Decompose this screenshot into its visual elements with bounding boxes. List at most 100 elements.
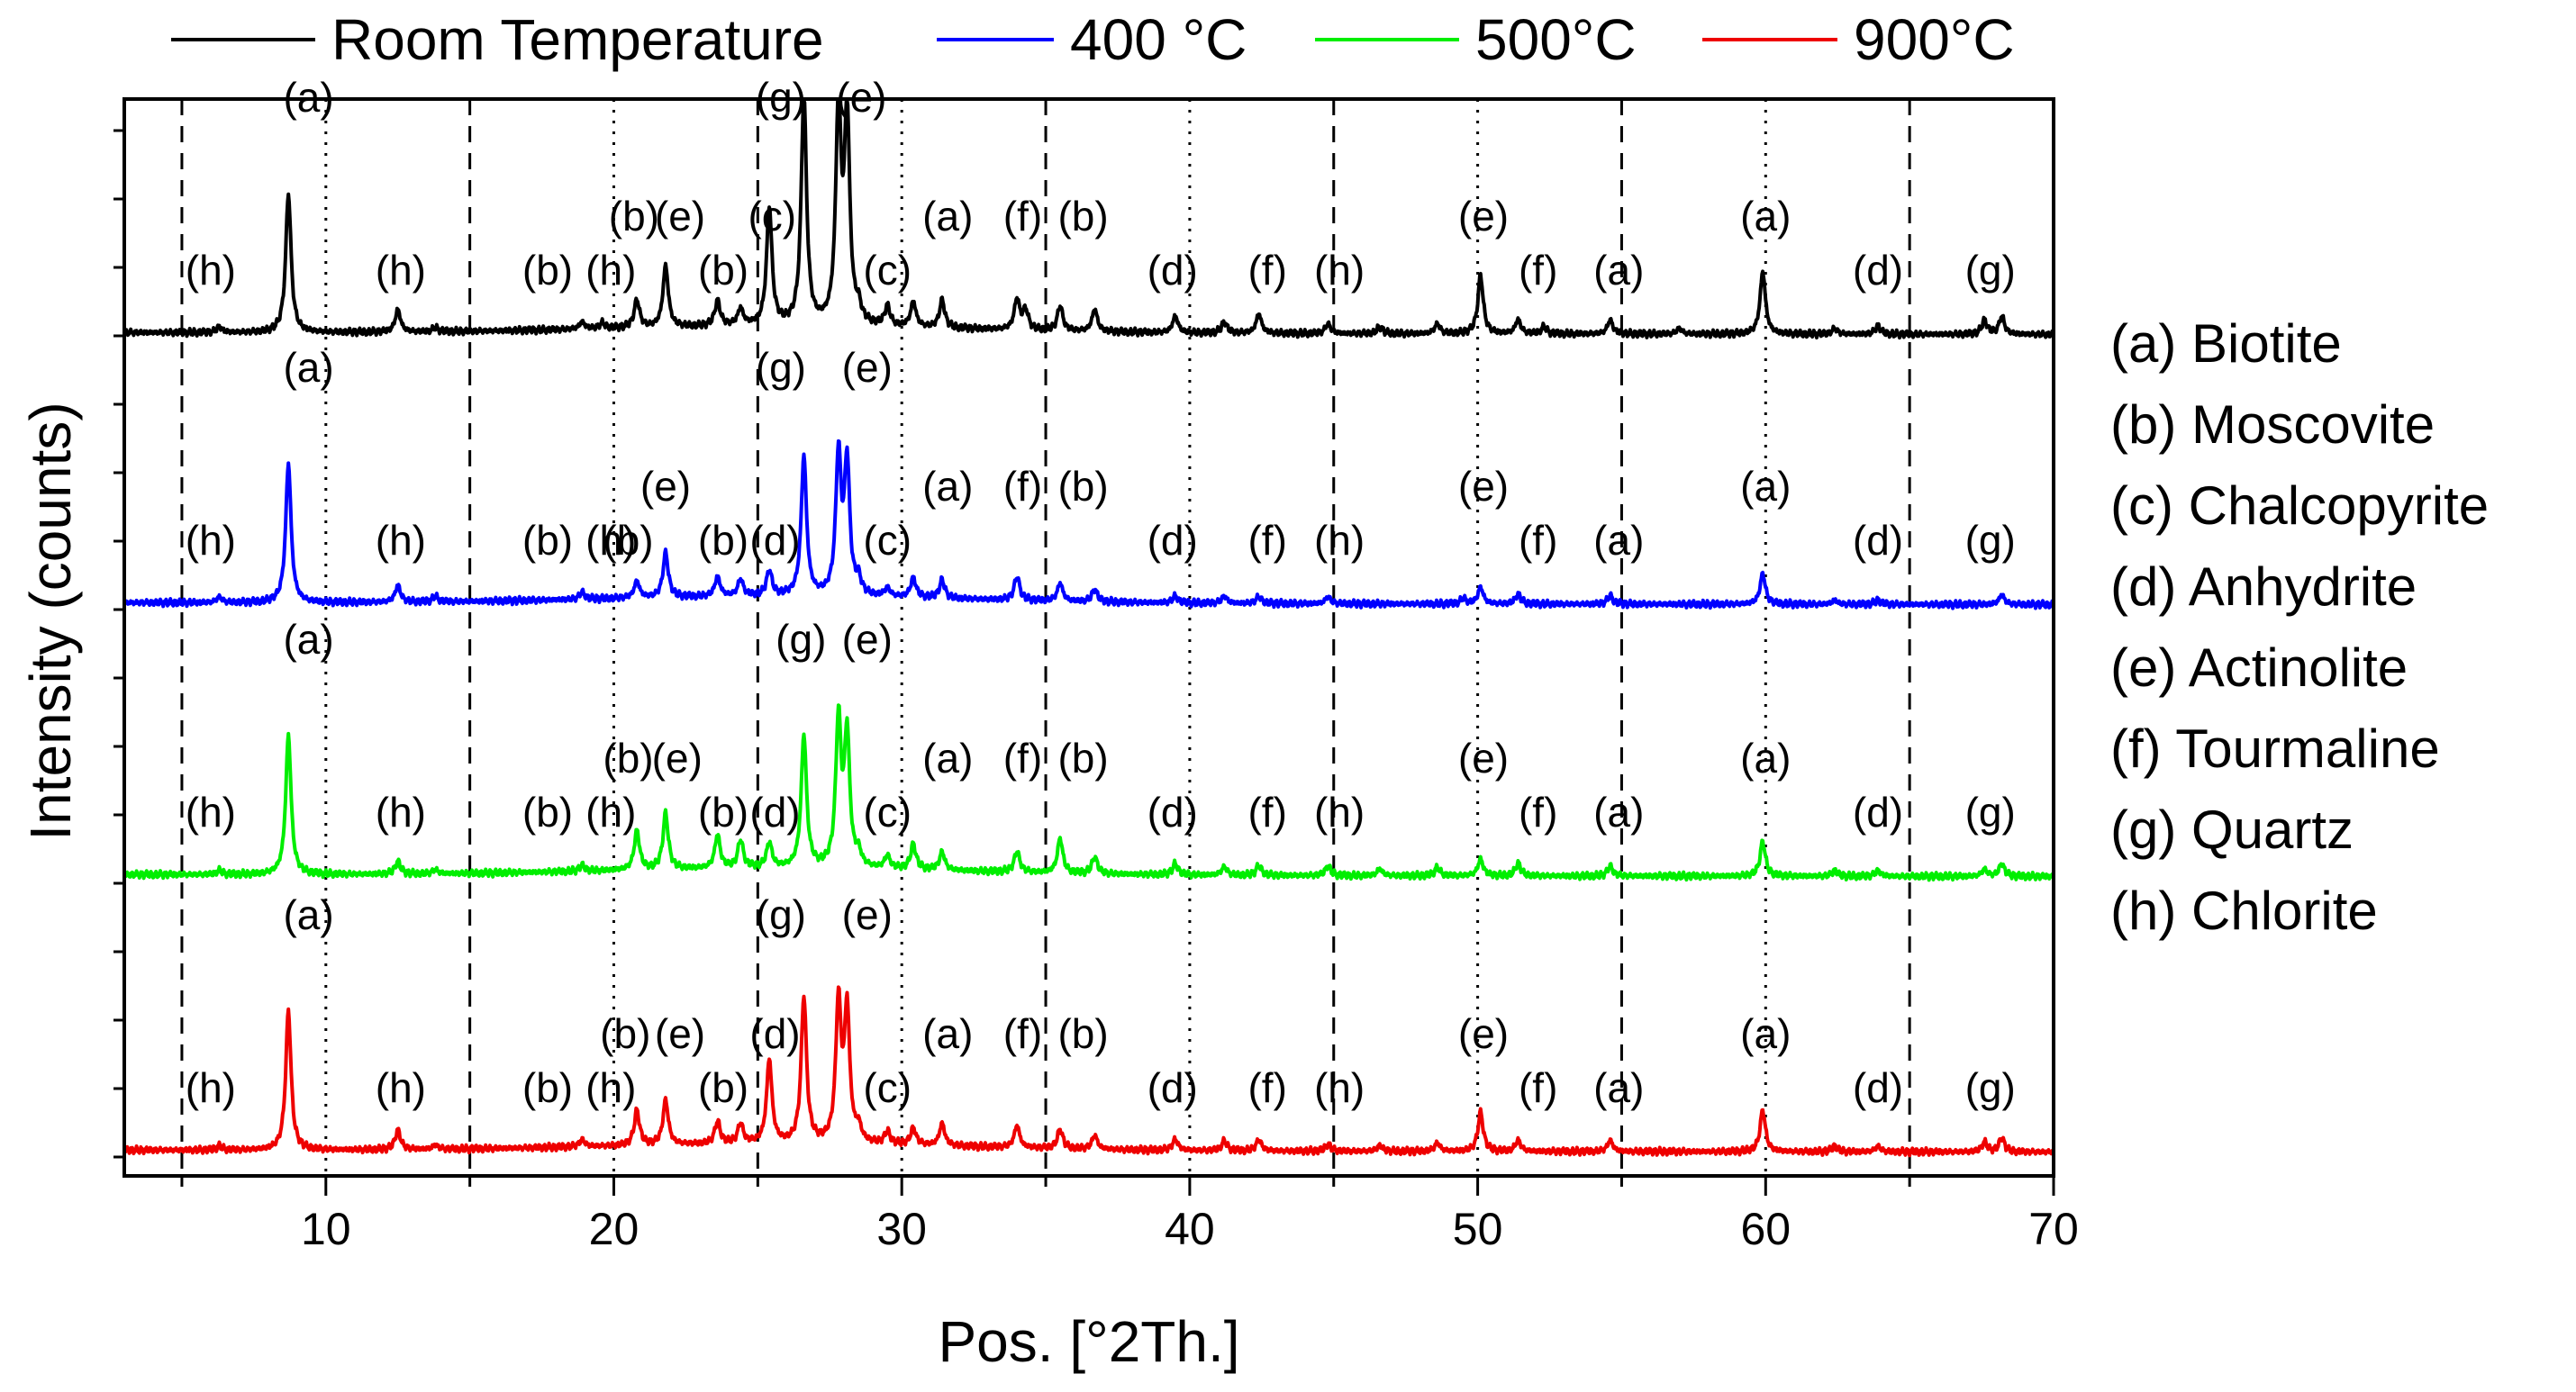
peak-label: (b)	[1057, 193, 1108, 240]
peak-label: (h)	[585, 247, 636, 294]
peak-label: (d)	[1147, 517, 1198, 564]
peak-label: (h)	[585, 1064, 636, 1111]
peak-label: (h)	[376, 517, 426, 564]
peak-label: (f)	[1247, 789, 1286, 836]
phase-key-item: (a) Biotite	[2110, 313, 2342, 374]
peak-label: (c)	[863, 789, 912, 836]
peak-label: (a)	[1740, 735, 1791, 782]
phase-key-item: (b) Moscovite	[2110, 394, 2435, 455]
peak-label: (f)	[1247, 517, 1286, 564]
phase-key-item: (h) Chlorite	[2110, 881, 2378, 941]
peak-label: (h)	[186, 517, 236, 564]
peak-label: (d)	[1853, 789, 1903, 836]
phase-key: (a) Biotite (b) Moscovite (c) Chalcopyrite…	[2110, 313, 2489, 941]
peak-label: (f)	[1247, 247, 1286, 294]
series-line-3	[122, 99, 2055, 340]
peak-label: (h)	[1314, 247, 1365, 294]
peak-label: (b)	[1057, 1010, 1108, 1057]
peak-label: (a)	[1593, 1064, 1644, 1111]
peak-label: (d)	[1853, 247, 1903, 294]
peak-label: (c)	[863, 247, 912, 294]
peak-label: (a)	[283, 891, 333, 938]
peak-label: (c)	[863, 517, 912, 564]
peak-label: (b)	[522, 517, 573, 564]
series-line-0	[122, 985, 2055, 1158]
phase-key-item: (e) Actinolite	[2110, 637, 2408, 698]
peak-label: (h)	[1314, 1064, 1365, 1111]
phase-key-item: (g) Quartz	[2110, 800, 2354, 860]
peak-label: (a)	[1740, 193, 1791, 240]
peak-label: (h)	[376, 789, 426, 836]
x-tick-label: 10	[301, 1204, 351, 1254]
peak-label: (b)	[698, 247, 748, 294]
peak-label: (e)	[1458, 463, 1509, 510]
legend-label: 400 °C	[1070, 7, 1247, 72]
peak-label: (e)	[1458, 1010, 1509, 1057]
legend-label: Room Temperature	[331, 7, 824, 72]
reference-lines	[180, 99, 1911, 1176]
peak-label: (b)	[609, 193, 659, 240]
x-tick-label: 70	[2028, 1204, 2079, 1254]
peak-label: (d)	[1147, 247, 1198, 294]
peak-label: (h)	[1314, 517, 1365, 564]
peak-label: (e)	[842, 616, 893, 663]
legend: Room Temperature 400 °C 500°C 900°C	[171, 7, 2015, 72]
peak-label: (h)	[186, 1064, 236, 1111]
peak-label: (e)	[655, 193, 705, 240]
peak-label: (b)	[522, 789, 573, 836]
peak-label: (f)	[1519, 517, 1557, 564]
peak-label: (g)	[1965, 789, 2016, 836]
peak-label: (f)	[1247, 1064, 1286, 1111]
peak-label: (h)	[186, 247, 236, 294]
peak-label: (d)	[749, 517, 800, 564]
peak-label: (e)	[652, 735, 703, 782]
peak-label: (h)	[376, 247, 426, 294]
peak-label: (a)	[1593, 247, 1644, 294]
phase-key-item: (c) Chalcopyrite	[2110, 475, 2489, 536]
peak-label: (g)	[1965, 517, 2016, 564]
x-tick-label: 20	[589, 1204, 639, 1254]
peak-label: (b)	[522, 1064, 573, 1111]
phase-key-item: (f) Tourmaline	[2110, 719, 2440, 779]
peak-label: (a)	[922, 1010, 973, 1057]
peak-label: (g)	[756, 891, 806, 938]
peak-label: (f)	[1519, 247, 1557, 294]
peak-label: (d)	[1853, 517, 1903, 564]
peak-label: (a)	[283, 344, 333, 391]
peak-label: (h)	[186, 789, 236, 836]
peak-label: (d)	[1147, 1064, 1198, 1111]
peak-label: (f)	[1519, 1064, 1557, 1111]
peak-label: (b)	[698, 1064, 748, 1111]
peak-label: (e)	[1458, 193, 1509, 240]
peak-label: (c)	[863, 1064, 912, 1111]
x-axis-title: Pos. [°2Th.]	[938, 1309, 1239, 1374]
peak-label: (d)	[749, 1010, 800, 1057]
peak-label: (a)	[922, 463, 973, 510]
peak-label: (b)	[1057, 735, 1108, 782]
peak-label: (f)	[1519, 789, 1557, 836]
peak-label: (a)	[1740, 463, 1791, 510]
x-tick-label: 50	[1453, 1204, 1503, 1254]
series-group	[122, 99, 2055, 1158]
peak-label: (f)	[1003, 463, 1042, 510]
peak-label: (b)	[522, 247, 573, 294]
x-tick-label: 40	[1165, 1204, 1215, 1254]
y-axis-title: Intensity (counts)	[18, 402, 83, 840]
peak-label: (a)	[283, 616, 333, 663]
peak-label: (b)	[600, 1010, 650, 1057]
peak-labels: (h)(a)(h) (b) (h)(b)(e)(b)(c)(g) (e)(c)(a)(…	[186, 74, 2016, 1111]
peak-label: (e)	[1458, 735, 1509, 782]
peak-label: (e)	[640, 463, 691, 510]
plot-frame	[122, 97, 2055, 1178]
peak-label: (d)	[1147, 789, 1198, 836]
peak-label: (a)	[1593, 789, 1644, 836]
peak-label: (b)	[603, 735, 653, 782]
peak-label: (g)	[756, 344, 806, 391]
peak-label: (h)	[1314, 789, 1365, 836]
peak-label: (g)	[776, 616, 826, 663]
peak-label: (f)	[1003, 735, 1042, 782]
peak-label: (h)	[376, 1064, 426, 1111]
peak-label: (a)	[922, 735, 973, 782]
peak-label: (g)	[1965, 1064, 2016, 1111]
